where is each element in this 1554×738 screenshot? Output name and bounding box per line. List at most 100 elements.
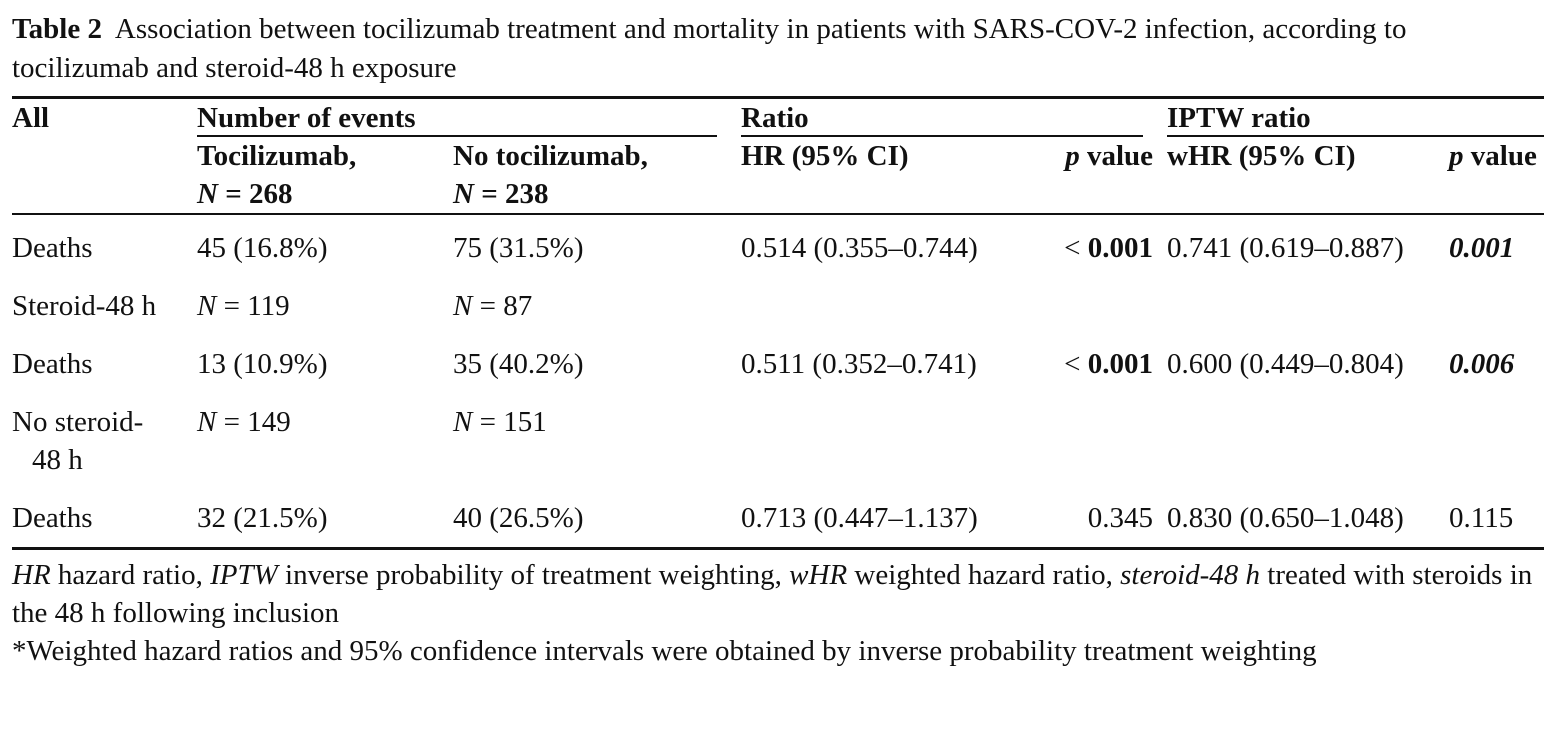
footnote-iptw-text: inverse probability of treatment weighti… — [277, 559, 790, 591]
cell-p-value: < 0.001 — [1023, 333, 1167, 391]
results-table: All Number of events Ratio IPTW ratio To… — [12, 96, 1545, 550]
header-iptw-ratio: IPTW ratio — [1167, 98, 1545, 137]
cell-no-tocilizumab: 35 (40.2%) — [453, 348, 584, 380]
group-rule-ratio — [741, 135, 1144, 137]
footnote-abbreviations: HR hazard ratio, IPTW inverse probabilit… — [12, 556, 1544, 632]
row-label: Steroid-48 h — [12, 290, 157, 322]
table-label: Table 2 — [12, 13, 102, 45]
footnote-whr: wHR — [789, 559, 848, 591]
header-row-columns: Tocilizumab, N = 268 No tocilizumab, N =… — [12, 137, 1545, 214]
cell-weighted-p-value: 0.001 — [1449, 214, 1544, 275]
footnote-whr-text: weighted hazard ratio, — [847, 559, 1121, 591]
header-no-tocilizumab-count: = 238 — [473, 178, 549, 210]
footnote-iptw: IPTW — [210, 559, 278, 591]
cell-hr: 0.514 (0.355–0.744) — [741, 232, 978, 264]
header-all: All — [12, 102, 50, 134]
table-row: Deaths 32 (21.5%) 40 (26.5%) 0.713 (0.44… — [12, 487, 1544, 549]
footnote-hr-text: hazard ratio, — [50, 559, 211, 591]
cell-n-italic: N — [197, 406, 217, 438]
cell-p-value: < 0.001 — [1023, 214, 1167, 275]
footnote-steroid: steroid-48 h — [1120, 559, 1261, 591]
row-label-line2: 48 h — [32, 444, 83, 476]
cell-empty — [1449, 391, 1544, 487]
cell-empty — [1023, 275, 1167, 333]
table-row: Deaths 45 (16.8%) 75 (31.5%) 0.514 (0.35… — [12, 214, 1544, 275]
header-ratio: Ratio — [741, 98, 1167, 137]
cell-empty — [1449, 275, 1544, 333]
header-wp-italic: p — [1449, 140, 1464, 172]
cell-p-bold: 0.001 — [1087, 232, 1154, 264]
table-row: Steroid-48 h N = 119 N = 87 — [12, 275, 1544, 333]
header-ratio-label: Ratio — [741, 102, 809, 134]
row-label-line1: No steroid- — [12, 406, 144, 438]
cell-tocilizumab: N = 149 — [197, 391, 453, 487]
group-rule-events — [197, 135, 717, 137]
table-caption-text: Association between tocilizumab treatmen… — [12, 13, 1407, 84]
header-p-value: p value — [1023, 137, 1167, 214]
cell-weighted-p-value: 0.006 — [1449, 333, 1544, 391]
cell-whr: 0.741 (0.619–0.887) — [1167, 232, 1404, 264]
cell-n-value: = 149 — [216, 406, 291, 438]
header-blank — [12, 137, 197, 214]
cell-no-tocilizumab: 40 (26.5%) — [453, 502, 584, 534]
row-label: Deaths — [12, 232, 93, 264]
header-tocilizumab-n: N — [197, 178, 218, 210]
header-iptw-ratio-label: IPTW ratio — [1167, 102, 1311, 134]
header-wp-rest: value — [1463, 140, 1537, 172]
header-row-groups: All Number of events Ratio IPTW ratio — [12, 98, 1545, 137]
header-no-tocilizumab-n: N — [453, 178, 474, 210]
header-tocilizumab-count: = 268 — [217, 178, 293, 210]
cell-p-prefix: < — [1064, 348, 1088, 380]
cell-wp-bold: 0.006 — [1449, 348, 1515, 380]
cell-no-tocilizumab: N = 151 — [453, 391, 741, 487]
footnote-steroid-text: treated with steroids in the 48 h follow… — [12, 559, 1533, 629]
footnote-hr: HR — [12, 559, 51, 591]
header-no-tocilizumab: No tocilizumab, N = 238 — [453, 137, 741, 214]
header-whr-ci: wHR (95% CI) — [1167, 140, 1356, 172]
header-hr-ci: HR (95% CI) — [741, 140, 909, 172]
cell-hr: 0.713 (0.447–1.137) — [741, 502, 978, 534]
header-number-of-events: Number of events — [197, 98, 741, 137]
cell-empty — [741, 275, 1023, 333]
cell-n-italic: N — [197, 290, 217, 322]
table-row: No steroid- 48 h N = 149 N = 151 — [12, 391, 1544, 487]
table-row: Deaths 13 (10.9%) 35 (40.2%) 0.511 (0.35… — [12, 333, 1544, 391]
header-p-rest: value — [1079, 140, 1154, 172]
cell-p-value: 0.345 — [1087, 502, 1154, 534]
row-label: Deaths — [12, 502, 93, 534]
cell-weighted-p-value: 0.115 — [1449, 502, 1514, 534]
cell-n-value: = 119 — [216, 290, 290, 322]
table-caption: Table 2 Association between tocilizumab … — [12, 10, 1544, 88]
cell-hr: 0.511 (0.352–0.741) — [741, 348, 977, 380]
cell-n-value: = 151 — [472, 406, 547, 438]
cell-n-italic: N — [453, 290, 473, 322]
header-weighted-p-value: p value — [1449, 137, 1544, 214]
footnote-weighting: *Weighted hazard ratios and 95% confiden… — [12, 635, 1317, 667]
cell-p-bold: 0.001 — [1087, 348, 1154, 380]
cell-tocilizumab: N = 119 — [197, 275, 453, 333]
cell-empty — [1167, 275, 1449, 333]
cell-no-tocilizumab: 75 (31.5%) — [453, 232, 584, 264]
row-label: Deaths — [12, 348, 93, 380]
cell-tocilizumab: 32 (21.5%) — [197, 502, 328, 534]
header-tocilizumab-line1: Tocilizumab, — [197, 140, 357, 172]
cell-tocilizumab: 45 (16.8%) — [197, 232, 328, 264]
cell-wp-bold: 0.001 — [1449, 232, 1515, 264]
cell-empty — [1167, 391, 1449, 487]
cell-empty — [741, 391, 1023, 487]
cell-no-tocilizumab: N = 87 — [453, 275, 741, 333]
header-tocilizumab: Tocilizumab, N = 268 — [197, 137, 453, 214]
cell-n-italic: N — [453, 406, 473, 438]
cell-tocilizumab: 13 (10.9%) — [197, 348, 328, 380]
cell-n-value: = 87 — [472, 290, 533, 322]
header-p-italic: p — [1065, 140, 1080, 172]
row-label: No steroid- 48 h — [12, 391, 197, 487]
cell-p-prefix: < — [1064, 232, 1088, 264]
header-no-tocilizumab-line1: No tocilizumab, — [453, 140, 648, 172]
group-rule-iptw — [1167, 135, 1545, 137]
cell-whr: 0.830 (0.650–1.048) — [1167, 502, 1404, 534]
cell-empty — [1023, 391, 1167, 487]
cell-whr: 0.600 (0.449–0.804) — [1167, 348, 1404, 380]
header-number-of-events-label: Number of events — [197, 102, 416, 134]
